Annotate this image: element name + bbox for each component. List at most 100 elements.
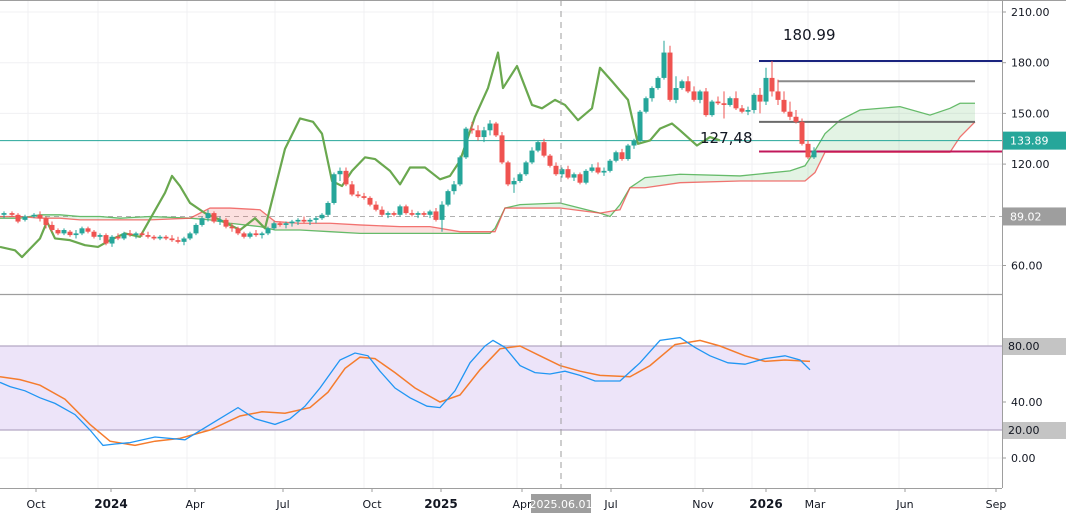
candle-down xyxy=(253,233,259,236)
price-tick-label: 210.00 xyxy=(1011,6,1050,19)
candle-down xyxy=(691,91,697,100)
candle-down xyxy=(493,123,499,136)
candle-down xyxy=(565,169,571,178)
candle-down xyxy=(733,98,739,109)
cloud-segment xyxy=(960,103,975,138)
candle-up xyxy=(583,170,589,183)
candle-down xyxy=(757,94,763,102)
candle-down xyxy=(595,167,601,173)
time-label[interactable]: Apr xyxy=(185,498,205,511)
stoch-d-line xyxy=(0,339,811,447)
candle-up xyxy=(457,157,463,185)
candle-up xyxy=(247,233,253,237)
cloud-segment xyxy=(680,174,740,183)
candle-up xyxy=(1,213,7,215)
candle-up xyxy=(217,219,223,222)
candle-up xyxy=(655,77,661,89)
candle-up xyxy=(331,174,337,203)
candle-down xyxy=(703,91,709,116)
candle-up xyxy=(625,145,631,160)
candle-up xyxy=(265,228,271,234)
annotation-label-1: 127,48 xyxy=(700,129,753,147)
candle-down xyxy=(15,214,21,222)
candle-down xyxy=(127,233,133,236)
candle-up xyxy=(289,221,295,224)
candle-down xyxy=(739,108,745,112)
time-label[interactable]: 2024 xyxy=(94,497,127,511)
osc-level-badge[interactable] xyxy=(1003,422,1066,439)
time-label[interactable]: Jun xyxy=(895,498,913,511)
time-label[interactable]: Oct xyxy=(26,498,46,511)
candle-down xyxy=(553,165,559,175)
price-badge[interactable] xyxy=(1003,207,1066,226)
candle-down xyxy=(421,213,427,215)
candle-up xyxy=(325,202,331,215)
candle-up xyxy=(319,214,325,219)
candle-up xyxy=(181,238,187,242)
time-label[interactable]: Nov xyxy=(692,498,714,511)
annotation-label-0: 180.99 xyxy=(783,26,836,44)
candle-up xyxy=(643,98,649,112)
candle-up xyxy=(121,233,127,239)
crosshair-date-badge xyxy=(531,494,591,513)
price-annotations: 180.99 127,48 xyxy=(700,26,836,147)
time-label[interactable]: Sep xyxy=(986,498,1007,511)
price-badge[interactable] xyxy=(1003,131,1066,150)
cloud-segment xyxy=(400,226,430,234)
price-axis[interactable]: 210.00 180.00 150.00 120.00 60.00 133.89 89.02 xyxy=(1002,6,1066,273)
candle-up xyxy=(697,91,703,100)
candle-up xyxy=(571,174,577,178)
candle-up xyxy=(481,130,487,138)
candle-up xyxy=(679,81,685,89)
candle-up xyxy=(109,236,115,244)
time-label[interactable]: Apr xyxy=(512,498,532,511)
candle-up xyxy=(529,150,535,163)
ichimoku-cloud xyxy=(0,102,976,235)
candle-up xyxy=(451,184,457,192)
candle-down xyxy=(211,213,217,222)
candle-down xyxy=(67,231,73,236)
candle-up xyxy=(523,162,529,175)
candle-down xyxy=(721,103,727,105)
price-tick-label: 120.00 xyxy=(1011,158,1050,171)
candle-up xyxy=(415,213,421,215)
oscillator-axis[interactable]: 40.00 0.00 80.00 20.00 xyxy=(1002,338,1066,465)
candle-down xyxy=(343,170,349,185)
stoch-k-line xyxy=(0,336,811,447)
candle-down xyxy=(85,228,91,232)
osc-level-label: 80.00 xyxy=(1008,340,1040,353)
time-label[interactable]: Oct xyxy=(362,498,382,511)
pane-frame xyxy=(0,0,1066,489)
candle-up xyxy=(463,128,469,158)
cloud-segment xyxy=(825,120,840,153)
candle-down xyxy=(349,184,355,195)
time-label[interactable]: Mar xyxy=(805,498,826,511)
candle-down xyxy=(175,240,181,242)
candle-down xyxy=(391,213,397,215)
time-label[interactable]: 2026 xyxy=(749,497,782,511)
time-label[interactable]: Jul xyxy=(603,498,617,511)
candle-down xyxy=(361,196,367,198)
osc-tick-label: 40.00 xyxy=(1011,396,1043,409)
candle-up xyxy=(535,142,541,151)
time-label[interactable]: 2025 xyxy=(424,497,457,511)
candle-down xyxy=(499,135,505,163)
osc-level-badge[interactable] xyxy=(1003,338,1066,355)
candle-up xyxy=(673,88,679,100)
candle-down xyxy=(301,219,307,222)
candle-down xyxy=(799,121,805,144)
candle-down xyxy=(547,155,553,166)
time-label[interactable]: Jul xyxy=(275,498,289,511)
candle-up xyxy=(313,218,319,220)
candle-up xyxy=(31,214,37,217)
candle-up xyxy=(187,233,193,239)
cloud-segment xyxy=(740,170,790,181)
candle-up xyxy=(397,206,403,215)
time-axis[interactable]: Oct 2024 Apr Jul Oct 2025 Apr Jul Nov 2026 Mar Jun S… xyxy=(26,488,1006,513)
candle-down xyxy=(373,204,379,210)
candle-up xyxy=(811,150,817,158)
cloud-segment xyxy=(805,150,815,181)
oscillator-band xyxy=(0,345,1002,431)
